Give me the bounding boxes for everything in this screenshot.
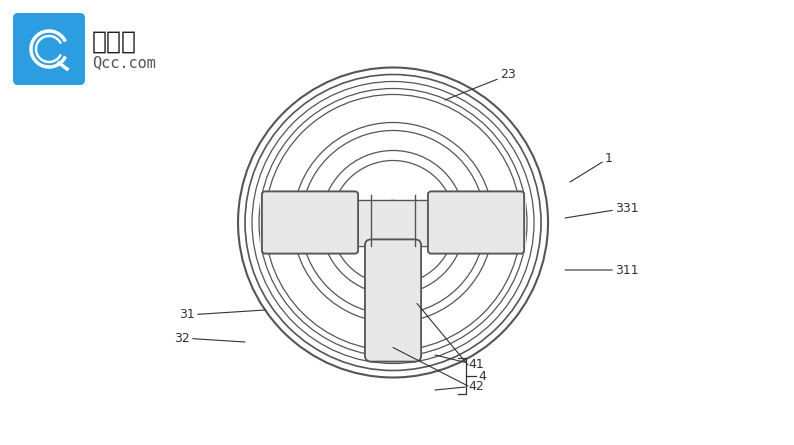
Text: 23: 23	[445, 69, 516, 100]
Text: 331: 331	[565, 202, 638, 218]
FancyBboxPatch shape	[262, 191, 358, 254]
FancyBboxPatch shape	[428, 191, 524, 254]
FancyBboxPatch shape	[428, 191, 524, 254]
Text: 1: 1	[570, 151, 613, 182]
FancyBboxPatch shape	[262, 191, 358, 254]
FancyBboxPatch shape	[365, 239, 421, 361]
Text: 4: 4	[478, 369, 486, 383]
Text: 42: 42	[435, 380, 484, 392]
Text: 32: 32	[174, 332, 245, 344]
Bar	[372, 243, 414, 356]
Circle shape	[238, 68, 548, 377]
Bar	[431, 197, 526, 248]
Text: 企查查: 企查查	[92, 29, 137, 53]
Bar	[355, 201, 431, 244]
Text: 311: 311	[565, 263, 638, 276]
Text: Qcc.com: Qcc.com	[92, 55, 156, 70]
FancyBboxPatch shape	[365, 239, 421, 361]
Bar	[260, 197, 355, 248]
FancyBboxPatch shape	[13, 13, 85, 85]
Text: 41: 41	[435, 355, 484, 372]
Text: 31: 31	[179, 308, 265, 321]
